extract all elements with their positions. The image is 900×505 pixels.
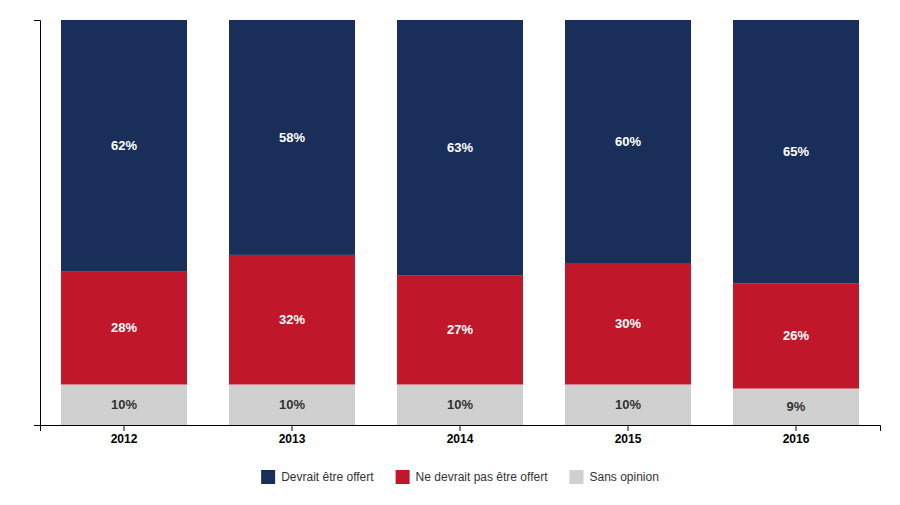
tick-mark <box>460 425 461 431</box>
tick-label: 2016 <box>783 432 810 446</box>
data-label: 60% <box>615 134 641 149</box>
data-label: 27% <box>447 322 473 337</box>
bar-segment <box>229 20 355 255</box>
tick-mark <box>292 425 293 431</box>
axis-line <box>41 426 881 432</box>
data-label: 62% <box>111 138 137 153</box>
chart: 10% 10% 10% 10% 9% 28% 32% 27% 30% 26% 62% 58% 63% 60… <box>0 0 900 505</box>
data-label: 10% <box>279 397 305 412</box>
bar-segment <box>733 20 859 283</box>
tick: 2016 <box>783 425 810 446</box>
bar-segment <box>229 385 355 426</box>
bar-segment <box>61 20 187 271</box>
legend-swatch <box>396 470 410 484</box>
tick-label: 2013 <box>279 432 306 446</box>
data-label: 63% <box>447 140 473 155</box>
tick-mark <box>124 425 125 431</box>
axis-line <box>34 21 41 426</box>
bar-segment <box>565 20 691 263</box>
data-label: 32% <box>279 312 305 327</box>
data-label: 28% <box>111 320 137 335</box>
bar-segment <box>397 275 523 384</box>
data-label: 30% <box>615 316 641 331</box>
bar-segment <box>229 255 355 385</box>
data-label: 10% <box>447 397 473 412</box>
bars <box>61 20 859 425</box>
legend-item: Devrait être offert <box>261 470 374 484</box>
data-label: 65% <box>783 144 809 159</box>
bar-segment <box>733 283 859 388</box>
legend-label: Devrait être offert <box>281 470 374 484</box>
tick-label: 2012 <box>111 432 138 446</box>
tick: 2015 <box>615 425 642 446</box>
legend: Devrait être offert Ne devrait pas être o… <box>261 470 659 484</box>
tick: 2014 <box>447 425 474 446</box>
data-label: 58% <box>279 130 305 145</box>
data-labels: 10% 10% 10% 10% 9% 28% 32% 27% 30% 26% 62% 58% 63% 60… <box>111 130 809 414</box>
tick-mark <box>796 425 797 431</box>
bar-segment <box>733 389 859 425</box>
tick: 2013 <box>279 425 306 446</box>
tick-mark <box>628 425 629 431</box>
bar-segment <box>565 385 691 426</box>
data-label: 26% <box>783 328 809 343</box>
bar-segment <box>397 20 523 275</box>
bar-segment <box>61 271 187 384</box>
data-label: 9% <box>787 399 806 414</box>
y-axis <box>34 21 41 426</box>
bar-segment <box>565 263 691 385</box>
legend-swatch <box>569 470 583 484</box>
legend-item: Sans opinion <box>569 470 658 484</box>
data-label: 10% <box>111 397 137 412</box>
tick-label: 2014 <box>447 432 474 446</box>
legend-label: Sans opinion <box>589 470 658 484</box>
tick: 2012 <box>111 425 138 446</box>
bar-segment <box>61 385 187 426</box>
tick-label: 2015 <box>615 432 642 446</box>
legend-swatch <box>261 470 275 484</box>
legend-label: Ne devrait pas être offert <box>416 470 549 484</box>
bar-segment <box>397 385 523 426</box>
data-label: 10% <box>615 397 641 412</box>
x-axis: 2012 2013 2014 2015 2016 <box>41 425 881 446</box>
plot: 10% 10% 10% 10% 9% 28% 32% 27% 30% 26% 62% 58% 63% 60… <box>34 20 881 446</box>
legend-item: Ne devrait pas être offert <box>396 470 549 484</box>
